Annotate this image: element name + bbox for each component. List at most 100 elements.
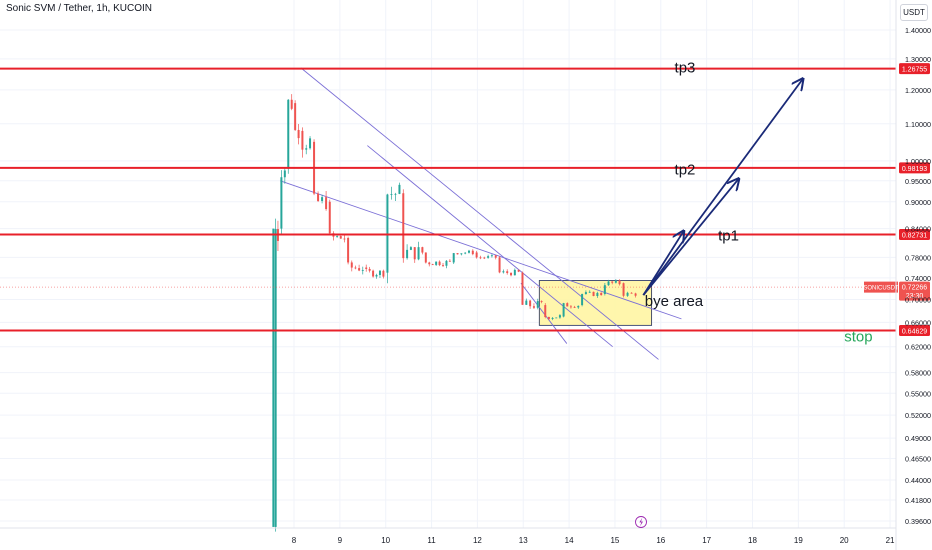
candle-body xyxy=(283,170,286,178)
grid xyxy=(0,0,896,528)
countdown-label: 23:30 xyxy=(906,293,924,300)
candle-body xyxy=(398,184,401,194)
candle-body xyxy=(445,260,448,266)
candle-body xyxy=(626,292,629,296)
level-price-badge xyxy=(899,162,930,174)
candle-body xyxy=(562,303,565,317)
x-tick-label: 18 xyxy=(748,536,757,545)
trendline xyxy=(520,282,568,344)
target-arrow xyxy=(642,179,738,296)
currency-unit-button[interactable]: USDT xyxy=(900,4,928,21)
candle-body xyxy=(630,292,633,294)
x-tick-label: 13 xyxy=(519,536,528,545)
candle-body xyxy=(424,252,427,263)
y-tick-label: 0.90000 xyxy=(905,198,931,207)
candle-body xyxy=(413,247,416,260)
candle-body xyxy=(558,315,561,318)
candle-body xyxy=(573,306,576,308)
candle-body xyxy=(607,281,610,286)
candle-body xyxy=(460,253,463,255)
y-tick-label: 1.10000 xyxy=(905,120,931,129)
candle-body xyxy=(555,317,558,319)
candle-body xyxy=(529,300,532,307)
candle-body xyxy=(297,129,300,139)
y-tick-label: 0.49000 xyxy=(905,434,931,443)
tp3-annotation: tp3 xyxy=(675,60,696,77)
candle-body xyxy=(305,148,308,150)
candle-body xyxy=(343,238,346,240)
candle-body xyxy=(547,317,550,319)
candle-body xyxy=(517,269,520,272)
candle-body xyxy=(452,253,455,263)
tp1-annotation: tp1 xyxy=(718,227,739,244)
candle-body xyxy=(378,270,381,275)
candle-body xyxy=(532,306,535,308)
candle-body xyxy=(402,193,405,259)
candle-body xyxy=(365,267,368,269)
candle-body xyxy=(325,197,328,210)
candle-body xyxy=(498,257,501,273)
chart-title: Sonic SVM / Tether, 1h, KUCOIN xyxy=(6,3,152,14)
y-tick-label: 1.20000 xyxy=(905,86,931,95)
candle-body xyxy=(467,250,470,253)
y-tick-label: 0.55000 xyxy=(905,389,931,398)
y-tick-label: 0.66000 xyxy=(905,318,931,327)
x-tick-label: 9 xyxy=(338,536,343,545)
candle-body xyxy=(272,228,275,527)
candle-body xyxy=(521,272,524,305)
target-arrows xyxy=(642,79,803,296)
x-tick-label: 11 xyxy=(427,536,436,545)
candle-body xyxy=(544,305,547,318)
x-tick-label: 19 xyxy=(794,536,803,545)
candle-body xyxy=(294,103,297,130)
candle-body xyxy=(409,247,412,250)
candle-body xyxy=(368,268,371,271)
candle-body xyxy=(525,300,528,305)
candle-body xyxy=(347,237,350,263)
candle-body xyxy=(321,197,324,201)
y-tick-label: 0.84000 xyxy=(905,225,931,234)
x-tick-label: 17 xyxy=(702,536,711,545)
candle-body xyxy=(390,194,393,195)
candle-body xyxy=(581,294,584,306)
candle-body xyxy=(634,293,637,296)
candle-body xyxy=(375,274,378,277)
candle-body xyxy=(614,280,617,283)
candle-body xyxy=(354,267,357,269)
candle-body xyxy=(506,271,509,273)
candle-body xyxy=(510,272,513,276)
candle-body xyxy=(328,201,331,234)
y-tick-label: 0.70000 xyxy=(905,296,931,305)
candle-body xyxy=(290,99,293,109)
candle-body xyxy=(471,250,474,255)
candle-body xyxy=(611,281,614,283)
stop-annotation: stop xyxy=(844,329,872,346)
candle-body xyxy=(618,280,621,285)
trendline xyxy=(280,180,682,320)
x-tick-label: 16 xyxy=(656,536,665,545)
y-tick-label: 0.44000 xyxy=(905,476,931,485)
level-price-label: 0.98193 xyxy=(902,166,927,173)
tp2-annotation: tp2 xyxy=(675,162,696,179)
candle-body xyxy=(358,268,361,271)
y-tick-label: 0.58000 xyxy=(905,369,931,378)
y-tick-label: 1.00000 xyxy=(905,157,931,166)
trendline xyxy=(367,145,613,348)
symbol-badge-label: SONICUSDT xyxy=(863,286,899,292)
candle-body xyxy=(483,257,486,259)
candle-body xyxy=(301,130,304,150)
candle-body xyxy=(536,301,539,308)
candle-body xyxy=(502,271,505,273)
candle-body xyxy=(421,247,424,253)
y-tick-label: 0.95000 xyxy=(905,177,931,186)
y-tick-label: 1.30000 xyxy=(905,55,931,64)
x-tick-label: 15 xyxy=(610,536,619,545)
candle-body xyxy=(569,306,572,308)
x-tick-label: 20 xyxy=(840,536,849,545)
candle-body xyxy=(603,285,606,294)
current-price-badge xyxy=(899,281,930,301)
candle-body xyxy=(600,292,603,296)
current-price-label: 0.72266 xyxy=(902,285,927,292)
target-arrow xyxy=(642,231,683,296)
